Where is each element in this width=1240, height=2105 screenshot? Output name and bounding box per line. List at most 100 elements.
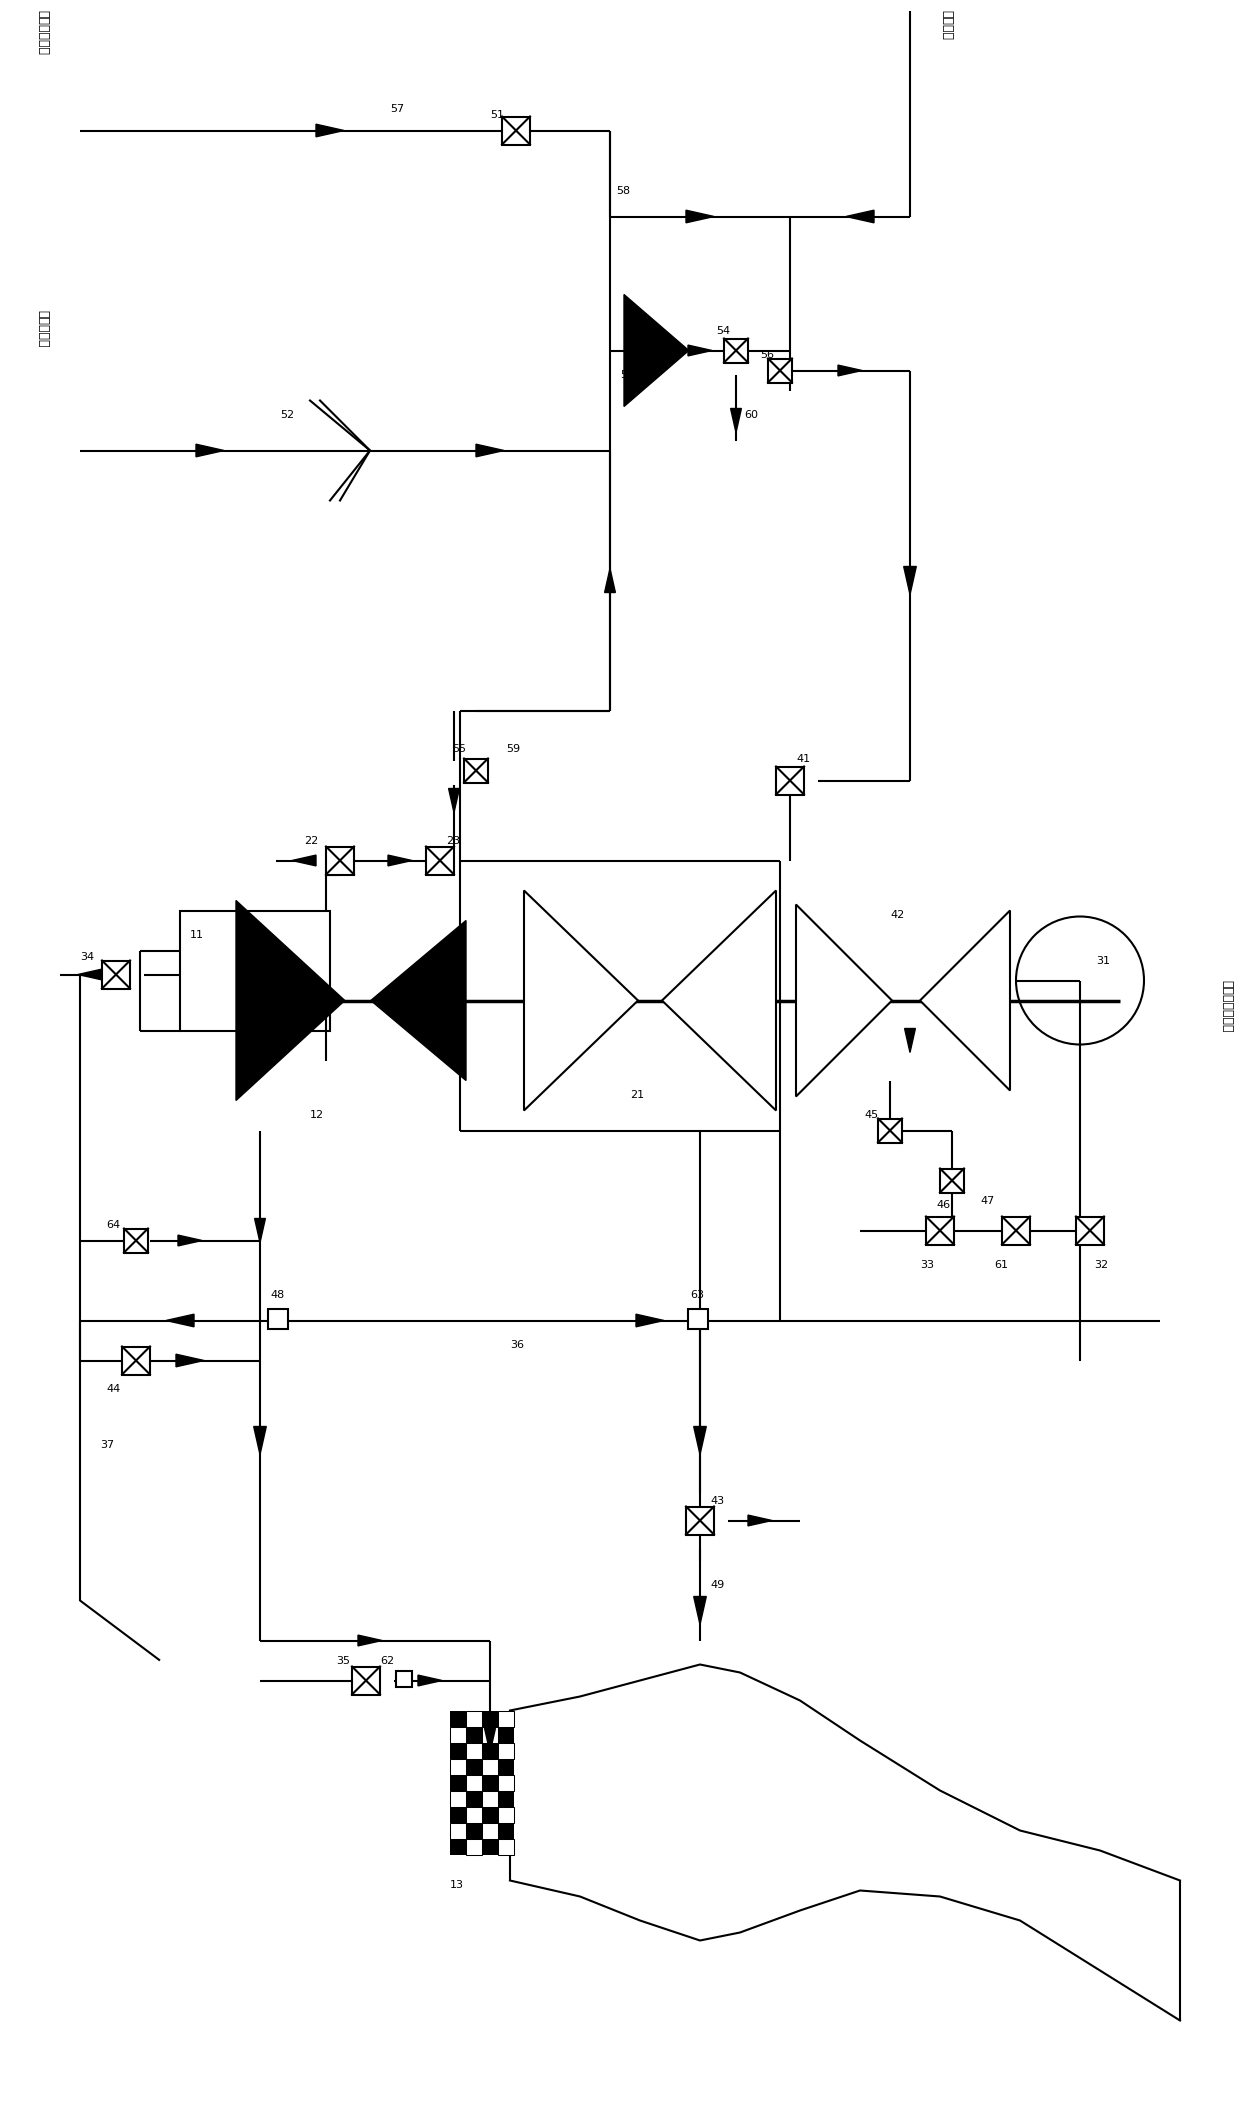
Polygon shape — [418, 1676, 441, 1686]
Polygon shape — [796, 905, 892, 1097]
Bar — [498, 1711, 515, 1726]
Text: 41: 41 — [796, 754, 810, 764]
Text: 44: 44 — [105, 1385, 120, 1394]
Bar — [450, 1726, 466, 1743]
Text: 37: 37 — [100, 1440, 114, 1450]
Bar — [498, 1743, 515, 1758]
Text: 21: 21 — [630, 1090, 644, 1101]
Text: 36: 36 — [510, 1341, 525, 1351]
Text: 22: 22 — [304, 836, 319, 846]
Bar — [498, 1823, 515, 1838]
Bar — [502, 116, 529, 145]
Bar — [466, 1711, 482, 1726]
Polygon shape — [748, 1516, 773, 1526]
Bar — [940, 1168, 963, 1194]
Polygon shape — [78, 968, 102, 981]
Text: 11: 11 — [190, 930, 205, 941]
Bar — [482, 1823, 498, 1838]
Polygon shape — [476, 444, 503, 457]
Bar — [102, 960, 130, 989]
Bar — [776, 766, 804, 794]
Bar — [1076, 1217, 1104, 1244]
Bar — [482, 1806, 498, 1823]
Polygon shape — [316, 124, 343, 137]
Bar — [450, 1743, 466, 1758]
Bar — [466, 1823, 482, 1838]
Polygon shape — [905, 1029, 915, 1052]
Text: 燃料入口: 燃料入口 — [940, 11, 954, 40]
Bar — [450, 1823, 466, 1838]
Polygon shape — [176, 1354, 205, 1366]
Bar — [498, 1726, 515, 1743]
Bar — [268, 1309, 288, 1328]
Polygon shape — [371, 920, 466, 1080]
Polygon shape — [624, 295, 688, 406]
Polygon shape — [846, 210, 874, 223]
Text: 45: 45 — [864, 1111, 878, 1120]
Text: 56: 56 — [760, 352, 774, 360]
Bar — [450, 1806, 466, 1823]
Polygon shape — [358, 1636, 382, 1646]
Text: 51: 51 — [490, 109, 503, 120]
Polygon shape — [636, 1314, 663, 1326]
Polygon shape — [388, 855, 412, 865]
Polygon shape — [449, 789, 459, 813]
Text: 58: 58 — [616, 187, 630, 196]
Bar — [427, 846, 454, 874]
Polygon shape — [662, 890, 776, 1111]
Polygon shape — [254, 1427, 267, 1455]
Text: 57: 57 — [391, 105, 404, 114]
Text: 34: 34 — [81, 951, 94, 962]
Bar — [450, 1775, 466, 1791]
Text: 64: 64 — [105, 1221, 120, 1231]
Text: 52: 52 — [280, 410, 294, 421]
Text: 高压气体入口: 高压气体入口 — [36, 11, 50, 55]
Text: 33: 33 — [920, 1261, 934, 1271]
Polygon shape — [605, 568, 615, 592]
Polygon shape — [693, 1596, 707, 1625]
Text: 49: 49 — [711, 1581, 724, 1591]
Text: 55: 55 — [453, 745, 466, 754]
Text: 63: 63 — [689, 1290, 704, 1301]
Text: 59: 59 — [506, 745, 520, 754]
Bar — [688, 1309, 708, 1328]
Bar — [466, 1806, 482, 1823]
Bar — [482, 1791, 498, 1806]
Bar — [450, 1711, 466, 1726]
Polygon shape — [686, 210, 714, 223]
Text: 35: 35 — [336, 1657, 350, 1667]
Bar — [464, 758, 489, 783]
Bar — [482, 1711, 498, 1726]
Text: 60: 60 — [744, 410, 758, 421]
Polygon shape — [166, 1314, 193, 1326]
Bar — [450, 1758, 466, 1775]
Polygon shape — [291, 855, 316, 865]
Polygon shape — [688, 345, 712, 356]
Bar — [498, 1758, 515, 1775]
Polygon shape — [920, 911, 1011, 1090]
Bar — [326, 846, 353, 874]
Text: 61: 61 — [994, 1261, 1008, 1271]
Bar — [498, 1838, 515, 1855]
Text: 氧化剂入口: 氧化剂入口 — [36, 312, 50, 347]
Text: 54: 54 — [715, 326, 730, 337]
Bar — [396, 1671, 412, 1686]
Bar — [482, 1726, 498, 1743]
Polygon shape — [730, 408, 742, 432]
Bar — [122, 1347, 150, 1375]
Text: 47: 47 — [980, 1196, 994, 1206]
Text: 32: 32 — [1094, 1261, 1109, 1271]
Bar — [724, 339, 748, 362]
Polygon shape — [196, 444, 224, 457]
Text: 48: 48 — [270, 1290, 284, 1301]
Bar — [1002, 1217, 1030, 1244]
Bar — [498, 1806, 515, 1823]
Text: 43: 43 — [711, 1497, 724, 1507]
Text: 46: 46 — [936, 1200, 950, 1210]
Bar — [466, 1775, 482, 1791]
Text: 23: 23 — [446, 836, 460, 846]
Bar — [482, 1775, 498, 1791]
Bar — [466, 1758, 482, 1775]
Bar — [124, 1229, 148, 1252]
Text: 53: 53 — [620, 370, 634, 381]
